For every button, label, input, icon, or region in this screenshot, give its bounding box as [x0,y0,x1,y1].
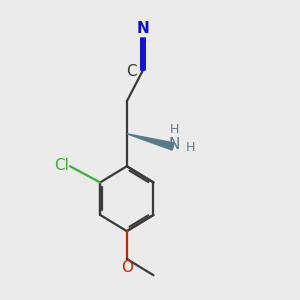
Polygon shape [127,134,174,150]
Text: C: C [127,64,137,79]
Text: N: N [137,21,149,36]
Text: H: H [170,123,179,136]
Text: H: H [186,141,195,154]
Text: N: N [169,137,180,152]
Text: O: O [121,260,133,275]
Text: Cl: Cl [54,158,69,172]
